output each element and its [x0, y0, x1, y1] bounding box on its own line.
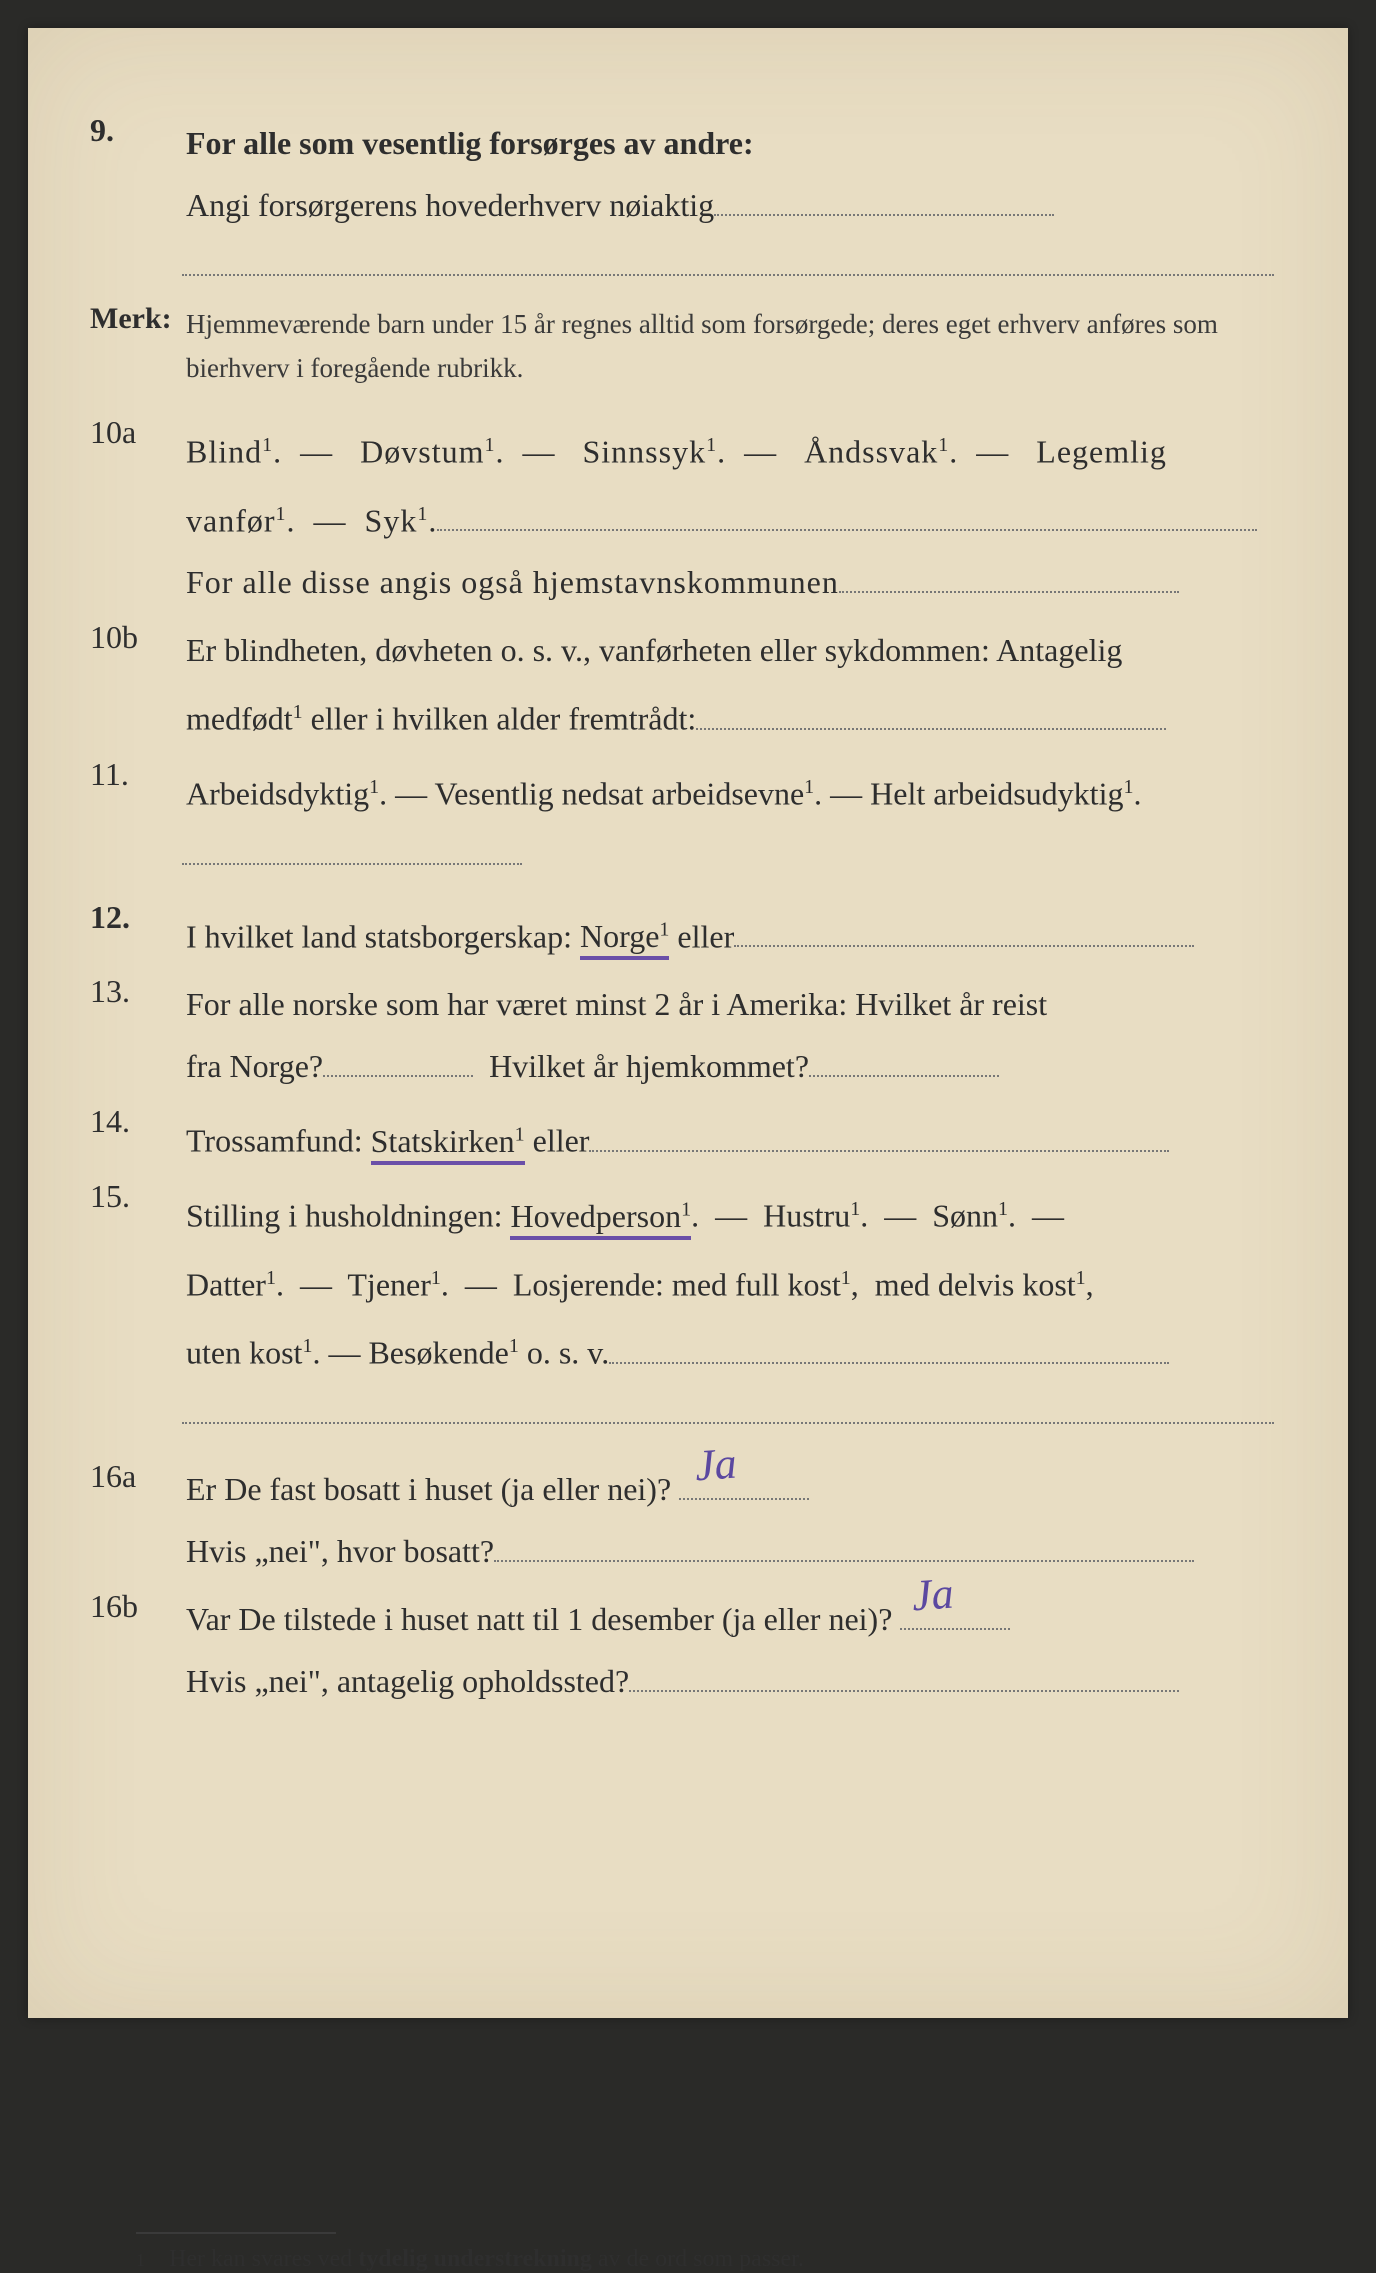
q10b-num: 10b	[86, 619, 186, 656]
q10b-text1: Er blindheten, døvheten o. s. v., vanfør…	[186, 632, 1122, 668]
q16a-num: 16a	[86, 1458, 186, 1495]
fill-line	[734, 920, 1194, 948]
q15-text1: Stilling i husholdningen:	[186, 1198, 510, 1234]
fill-line	[323, 1050, 473, 1078]
opt-dovstum: Døvstum	[360, 434, 484, 470]
fill-line	[609, 1336, 1169, 1364]
footnote: 1 Her kan svares ved tydelig understrekn…	[136, 2246, 1278, 2273]
q12-text2: eller	[677, 918, 734, 954]
q9-line1: For alle som vesentlig forsørges av andr…	[186, 125, 754, 161]
q13: 13. For alle norske som har været minst …	[86, 973, 1278, 1097]
footnote-c: av de ord som passer.	[592, 2246, 804, 2272]
q15-line3c: o. s. v.	[519, 1335, 609, 1371]
q16b-body: Var De tilstede i huset natt til 1 desem…	[186, 1588, 1278, 1712]
fill-line	[182, 246, 1274, 276]
q10a-body: Blind1. — Døvstum1. — Sinnssyk1. — Åndss…	[186, 414, 1278, 613]
fill-line	[494, 1534, 1194, 1562]
q9-line2: Angi forsørgerens hovederhverv nøiaktig	[186, 187, 714, 223]
q11: 11. Arbeidsdyktig1. — Vesentlig nedsat a…	[86, 756, 1278, 825]
opt-nedsat: Vesentlig nedsat arbeidsevne	[435, 776, 805, 812]
q11-body: Arbeidsdyktig1. — Vesentlig nedsat arbei…	[186, 756, 1278, 825]
opt-legemlig: Legemlig	[1036, 434, 1167, 470]
opt-utenkost: uten kost	[186, 1335, 302, 1371]
q12-num: 12.	[86, 899, 186, 936]
q13-body: For alle norske som har været minst 2 år…	[186, 973, 1278, 1097]
note-merk: Merk: Hjemmeværende barn under 15 år reg…	[86, 302, 1278, 390]
fill-line	[182, 1394, 1274, 1424]
q12: 12. I hvilket land statsborgerskap: Norg…	[86, 899, 1278, 968]
form-page: 9. For alle som vesentlig forsørges av a…	[28, 28, 1348, 2018]
opt-sonn: Sønn	[932, 1198, 998, 1234]
q14-answer: Statskirken1	[371, 1123, 525, 1165]
opt-arbeidsdyktig: Arbeidsdyktig	[186, 776, 369, 812]
opt-tjener: Tjener	[347, 1266, 431, 1302]
q16a-text1: Er De fast bosatt i huset (ja eller nei)…	[186, 1471, 671, 1507]
fill-line	[589, 1124, 1169, 1152]
opt-losjerende: Losjerende: med full kost	[513, 1266, 841, 1302]
opt-udyktig: Helt arbeidsudyktig	[870, 776, 1123, 812]
q16b-num: 16b	[86, 1588, 186, 1625]
q10a: 10a Blind1. — Døvstum1. — Sinnssyk1. — Å…	[86, 414, 1278, 613]
q14-body: Trossamfund: Statskirken1 eller	[186, 1103, 1278, 1172]
q11-num: 11.	[86, 756, 186, 793]
opt-sinnssyk: Sinnssyk	[582, 434, 706, 470]
opt-datter: Datter	[186, 1266, 266, 1302]
footnote-num: 1	[136, 2250, 145, 2270]
opt-syk: Syk	[365, 502, 418, 538]
q10b-text2b: eller i hvilken alder fremtrådt:	[303, 701, 697, 737]
q16a-answer: Ja	[693, 1433, 739, 1498]
q14-num: 14.	[86, 1103, 186, 1140]
fill-line	[629, 1664, 1179, 1692]
q13-text1: For alle norske som har været minst 2 år…	[186, 986, 1047, 1022]
fill-line: Ja	[679, 1472, 809, 1500]
q13-text2a: fra Norge?	[186, 1048, 323, 1084]
q15-answer: Hovedperson1	[510, 1198, 691, 1240]
fill-line	[182, 835, 522, 865]
q15-num: 15.	[86, 1178, 186, 1215]
q12-text1: I hvilket land statsborgerskap:	[186, 918, 580, 954]
merk-label: Merk:	[86, 302, 186, 336]
opt-blind: Blind	[186, 434, 262, 470]
q12-answer: Norge1	[580, 918, 669, 960]
fill-line	[714, 188, 1054, 216]
q10b-text2a: medfødt	[186, 701, 293, 737]
opt-delviskost: med delvis kost	[875, 1266, 1076, 1302]
q10a-line3: For alle disse angis også hjemstavnskomm…	[186, 564, 839, 600]
q16a-body: Er De fast bosatt i huset (ja eller nei)…	[186, 1458, 1278, 1582]
q13-text2b: Hvilket år hjemkommet?	[489, 1048, 809, 1084]
footnote-b: tydelig understrekning	[358, 2246, 592, 2272]
opt-andssvak: Åndssvak	[804, 434, 938, 470]
q10b: 10b Er blindheten, døvheten o. s. v., va…	[86, 619, 1278, 750]
footnote-a: Her kan svares ved	[169, 2246, 358, 2272]
opt-hustru: Hustru	[763, 1198, 850, 1234]
q10b-body: Er blindheten, døvheten o. s. v., vanfør…	[186, 619, 1278, 750]
q9-num: 9.	[86, 112, 186, 149]
q16b-text2: Hvis „nei", antagelig opholdssted?	[186, 1663, 629, 1699]
q14: 14. Trossamfund: Statskirken1 eller	[86, 1103, 1278, 1172]
q16b-text1: Var De tilstede i huset natt til 1 desem…	[186, 1601, 892, 1637]
q14-text1: Trossamfund:	[186, 1123, 371, 1159]
fill-line	[809, 1050, 999, 1078]
q12-body: I hvilket land statsborgerskap: Norge1 e…	[186, 899, 1278, 968]
q15: 15. Stilling i husholdningen: Hovedperso…	[86, 1178, 1278, 1384]
q13-num: 13.	[86, 973, 186, 1010]
merk-text: Hjemmeværende barn under 15 år regnes al…	[186, 302, 1278, 390]
fill-line	[839, 566, 1179, 594]
q16b-answer: Ja	[910, 1563, 956, 1628]
fill-line	[437, 504, 1257, 532]
footnote-rule	[136, 2232, 336, 2234]
opt-besokende: Besøkende	[368, 1335, 508, 1371]
q16b: 16b Var De tilstede i huset natt til 1 d…	[86, 1588, 1278, 1712]
q9-body: For alle som vesentlig forsørges av andr…	[186, 112, 1278, 236]
fill-line	[696, 702, 1166, 730]
q16a: 16a Er De fast bosatt i huset (ja eller …	[86, 1458, 1278, 1582]
opt-vanfor: vanfør	[186, 502, 276, 538]
q15-body: Stilling i husholdningen: Hovedperson1. …	[186, 1178, 1278, 1384]
q14-text2: eller	[533, 1123, 590, 1159]
q16a-text2: Hvis „nei", hvor bosatt?	[186, 1533, 494, 1569]
q10a-num: 10a	[86, 414, 186, 451]
fill-line: Ja	[900, 1602, 1010, 1630]
q9: 9. For alle som vesentlig forsørges av a…	[86, 112, 1278, 236]
